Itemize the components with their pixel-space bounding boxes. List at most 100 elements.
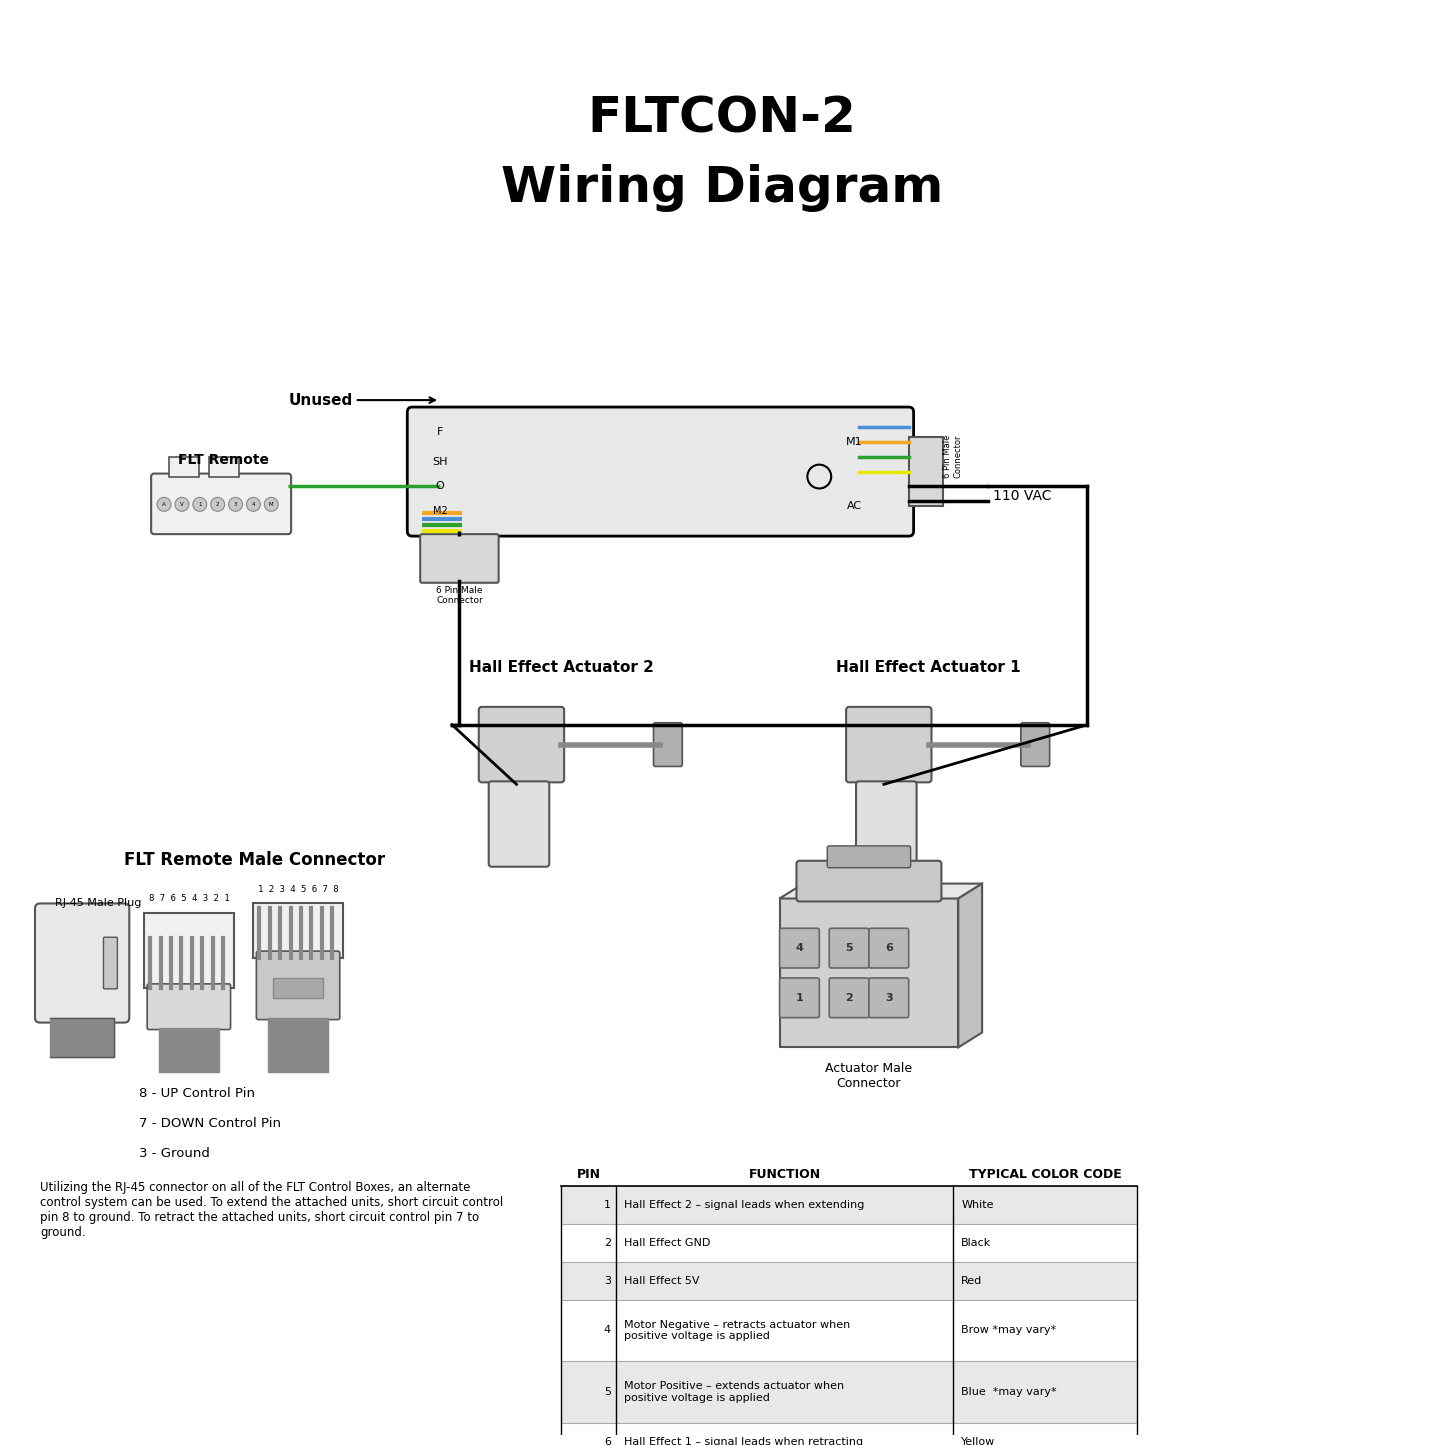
Text: 1: 1 (604, 1201, 611, 1211)
FancyBboxPatch shape (208, 457, 238, 477)
Text: 4: 4 (604, 1325, 611, 1335)
FancyBboxPatch shape (169, 457, 199, 477)
Circle shape (175, 497, 189, 512)
FancyBboxPatch shape (561, 1361, 1137, 1423)
Text: RJ-45 Male Plug: RJ-45 Male Plug (55, 899, 142, 909)
FancyBboxPatch shape (868, 928, 909, 968)
Text: TYPICAL COLOR CODE: TYPICAL COLOR CODE (968, 1169, 1121, 1182)
Circle shape (264, 497, 279, 512)
FancyBboxPatch shape (144, 913, 234, 988)
Text: 8 7 6 5 4 3 2 1: 8 7 6 5 4 3 2 1 (149, 894, 230, 903)
Text: Hall Effect 1 – signal leads when retracting: Hall Effect 1 – signal leads when retrac… (624, 1436, 863, 1445)
Text: 110 VAC: 110 VAC (993, 490, 1052, 503)
FancyBboxPatch shape (420, 535, 499, 582)
FancyBboxPatch shape (868, 978, 909, 1017)
Text: White: White (961, 1201, 994, 1211)
Text: 2: 2 (604, 1238, 611, 1248)
FancyBboxPatch shape (561, 1261, 1137, 1299)
Text: Actuator Male
Connector: Actuator Male Connector (825, 1062, 912, 1091)
FancyBboxPatch shape (256, 951, 340, 1020)
Circle shape (192, 497, 207, 512)
Text: A: A (162, 501, 166, 507)
Text: O: O (436, 481, 445, 491)
FancyBboxPatch shape (653, 722, 682, 766)
Text: 4: 4 (796, 944, 803, 954)
FancyBboxPatch shape (561, 1224, 1137, 1261)
Circle shape (247, 497, 260, 512)
Text: 6 Pin Male
Connector: 6 Pin Male Connector (436, 585, 483, 605)
FancyBboxPatch shape (273, 978, 322, 998)
Text: FLT Remote Male Connector: FLT Remote Male Connector (124, 851, 386, 868)
Text: 1: 1 (198, 501, 201, 507)
Text: Black: Black (961, 1238, 991, 1248)
Text: 6: 6 (604, 1436, 611, 1445)
FancyBboxPatch shape (561, 1186, 1137, 1224)
FancyBboxPatch shape (561, 1299, 1137, 1361)
Text: 6 Pin Male
Connector: 6 Pin Male Connector (944, 435, 962, 478)
Text: PIN: PIN (577, 1169, 601, 1182)
FancyBboxPatch shape (780, 928, 819, 968)
Text: AC: AC (847, 501, 861, 512)
FancyBboxPatch shape (147, 984, 231, 1029)
FancyBboxPatch shape (152, 474, 290, 535)
Text: Red: Red (961, 1276, 983, 1286)
FancyBboxPatch shape (829, 978, 868, 1017)
Text: 8 - UP Control Pin: 8 - UP Control Pin (139, 1087, 256, 1100)
Text: F: F (436, 426, 444, 436)
Circle shape (228, 497, 243, 512)
FancyBboxPatch shape (855, 782, 916, 867)
FancyBboxPatch shape (488, 782, 549, 867)
Text: M: M (269, 501, 273, 507)
Text: 3 - Ground: 3 - Ground (139, 1147, 210, 1160)
Text: Hall Effect Actuator 1: Hall Effect Actuator 1 (837, 660, 1020, 675)
FancyBboxPatch shape (827, 845, 910, 867)
Text: 2: 2 (845, 993, 853, 1003)
Text: Utilizing the RJ-45 connector on all of the FLT Control Boxes, an alternate
cont: Utilizing the RJ-45 connector on all of … (40, 1182, 503, 1240)
Text: Hall Effect Actuator 2: Hall Effect Actuator 2 (468, 660, 653, 675)
Text: FLT Remote: FLT Remote (178, 452, 269, 467)
Polygon shape (51, 1017, 114, 1058)
Text: Blue  *may vary*: Blue *may vary* (961, 1387, 1056, 1397)
Text: Hall Effect 5V: Hall Effect 5V (624, 1276, 699, 1286)
Polygon shape (269, 1017, 328, 1072)
Text: 6: 6 (884, 944, 893, 954)
FancyBboxPatch shape (847, 707, 932, 782)
Text: 3: 3 (884, 993, 893, 1003)
Text: 2: 2 (215, 501, 220, 507)
Text: 4: 4 (251, 501, 256, 507)
Polygon shape (780, 899, 958, 1048)
FancyBboxPatch shape (104, 938, 117, 988)
Text: FUNCTION: FUNCTION (749, 1169, 821, 1182)
Text: Brow *may vary*: Brow *may vary* (961, 1325, 1056, 1335)
Text: 3: 3 (604, 1276, 611, 1286)
Text: 1 2 3 4 5 6 7 8: 1 2 3 4 5 6 7 8 (257, 884, 338, 893)
Circle shape (211, 497, 224, 512)
Polygon shape (958, 883, 983, 1048)
Text: Hall Effect GND: Hall Effect GND (624, 1238, 709, 1248)
Text: Unused: Unused (289, 393, 353, 407)
FancyBboxPatch shape (796, 861, 941, 902)
Text: V: V (181, 501, 184, 507)
Text: Motor Positive – extends actuator when
positive voltage is applied: Motor Positive – extends actuator when p… (624, 1381, 844, 1403)
FancyBboxPatch shape (561, 1423, 1137, 1445)
Polygon shape (159, 1027, 218, 1072)
FancyBboxPatch shape (909, 436, 944, 506)
Polygon shape (780, 883, 983, 899)
FancyBboxPatch shape (478, 707, 564, 782)
Text: Hall Effect 2 – signal leads when extending: Hall Effect 2 – signal leads when extend… (624, 1201, 864, 1211)
FancyBboxPatch shape (780, 978, 819, 1017)
Text: 5: 5 (845, 944, 853, 954)
FancyBboxPatch shape (253, 903, 342, 958)
Text: 1: 1 (796, 993, 803, 1003)
Text: Yellow: Yellow (961, 1436, 996, 1445)
Text: M2: M2 (432, 506, 448, 516)
Text: 5: 5 (604, 1387, 611, 1397)
Text: FLTCON-2: FLTCON-2 (588, 94, 857, 142)
Circle shape (158, 497, 171, 512)
Text: 3: 3 (234, 501, 237, 507)
FancyBboxPatch shape (35, 903, 129, 1023)
Text: SH: SH (432, 457, 448, 467)
FancyBboxPatch shape (1020, 722, 1049, 766)
Text: Wiring Diagram: Wiring Diagram (501, 163, 944, 212)
FancyBboxPatch shape (829, 928, 868, 968)
